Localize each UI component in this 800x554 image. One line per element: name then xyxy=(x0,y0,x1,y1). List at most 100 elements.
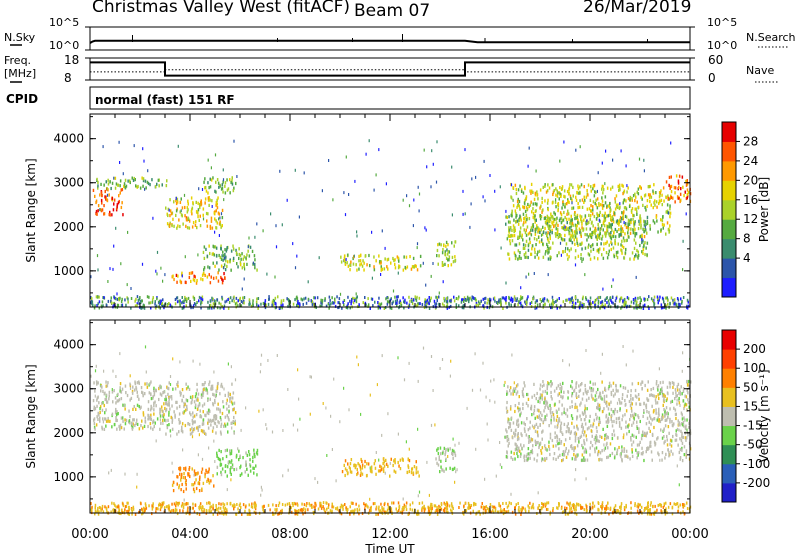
velocity-panel-cell xyxy=(216,454,218,458)
power-panel-cell xyxy=(615,194,618,198)
velocity-panel-cell xyxy=(400,510,402,514)
power-panel-cell xyxy=(184,295,186,299)
power-panel-cell xyxy=(220,275,222,280)
velocity-panel-cell xyxy=(593,504,596,508)
velocity-panel-cell xyxy=(343,463,345,467)
velocity-panel-cells xyxy=(90,345,692,516)
velocity-panel-cell xyxy=(428,506,431,510)
velocity-panel-cell xyxy=(589,380,592,384)
power-panel-cell xyxy=(320,301,322,305)
velocity-panel-cell xyxy=(215,417,218,421)
power-panel-cell xyxy=(639,185,641,189)
power-panel-cell xyxy=(687,300,689,304)
power-panel-cell xyxy=(413,198,415,202)
power-panel-cell xyxy=(614,242,617,246)
velocity-panel-cell xyxy=(244,509,246,513)
power-panel-cell xyxy=(342,300,344,304)
power-panel-cell xyxy=(612,158,614,162)
power-panel-cell xyxy=(199,205,201,210)
power-panel-cell xyxy=(597,222,599,227)
power-panel-cell xyxy=(666,221,669,225)
power-panel-cell xyxy=(582,295,584,299)
velocity-panel-cell xyxy=(183,405,185,409)
power-panel-cell xyxy=(581,198,584,202)
power-panel-cell xyxy=(635,304,637,308)
velocity-panel-cell xyxy=(248,508,250,512)
power-panel-cell xyxy=(355,263,357,267)
power-panel-cell xyxy=(510,226,512,230)
velocity-panel-cell xyxy=(364,465,366,469)
power-panel-cell xyxy=(160,299,162,303)
power-panel-cell xyxy=(138,301,140,305)
power-panel-cell xyxy=(667,196,669,200)
velocity-panel-cell xyxy=(237,507,239,511)
velocity-panel-cell xyxy=(584,422,587,426)
power-panel-cell xyxy=(455,303,458,307)
velocity-panel-cell xyxy=(293,501,295,505)
velocity-panel-cell xyxy=(685,395,688,399)
power-panel-cell xyxy=(537,197,539,201)
power-panel-cell xyxy=(562,218,565,222)
power-panel-cell xyxy=(568,238,571,242)
power-panel-cell xyxy=(199,224,202,228)
velocity-panel-cell xyxy=(485,505,488,509)
nave-tick-low: 0 xyxy=(708,71,716,85)
power-panel-cell xyxy=(560,187,563,191)
velocity-panel-cell xyxy=(379,509,382,513)
power-panel-cell xyxy=(328,306,330,310)
power-panel-cell xyxy=(302,302,304,306)
power-panel-cell xyxy=(313,303,315,306)
power-panel-cell xyxy=(679,304,681,308)
power-panel-cell xyxy=(632,298,635,301)
velocity-panel-cell xyxy=(443,469,445,473)
power-panel-cell xyxy=(263,301,266,305)
velocity-panel-cell xyxy=(153,408,155,412)
power-panel-cell xyxy=(214,264,216,268)
velocity-panel-cell xyxy=(378,505,380,509)
velocity-panel-cell xyxy=(649,429,651,433)
velocity-panel-cell xyxy=(202,422,205,426)
velocity-panel-cell xyxy=(607,501,609,505)
velocity-panel-cell xyxy=(241,512,243,516)
velocity-panel-cell xyxy=(589,502,591,506)
power-panel-cell xyxy=(195,200,197,204)
velocity-panel-cell xyxy=(569,504,571,508)
velocity-panel-cell xyxy=(219,410,221,414)
power-panel-cell xyxy=(623,239,625,243)
velocity-panel-cell xyxy=(623,449,625,453)
velocity-panel-cell xyxy=(189,432,192,436)
power-panel-cell xyxy=(188,219,191,223)
power-panel-cell xyxy=(530,226,533,230)
power-panel-cell xyxy=(608,232,610,236)
power-panel-cell xyxy=(612,234,615,239)
power-panel-cell xyxy=(149,301,152,305)
power-panel-cell xyxy=(523,253,526,257)
power-panel-cell xyxy=(590,209,592,213)
velocity-panel-cell xyxy=(154,421,156,425)
power-panel-cell xyxy=(453,244,455,248)
power-panel-cell xyxy=(179,279,181,283)
velocity-panel-cell xyxy=(348,465,351,469)
power-panel-cell xyxy=(677,179,680,183)
velocity-panel-cell xyxy=(235,512,238,516)
power-panel-cell xyxy=(356,230,358,234)
power-panel-cell xyxy=(386,265,388,269)
power-panel-cell xyxy=(422,261,424,265)
velocity-panel-cell xyxy=(125,418,128,422)
power-panel-cell xyxy=(210,216,213,220)
power-panel-cell xyxy=(610,223,612,227)
velocity-panel-cell xyxy=(94,503,97,507)
power-panel-cell xyxy=(142,179,145,183)
power-panel-cell xyxy=(536,303,539,307)
velocity-panel-cell xyxy=(650,512,653,516)
power-panel-cell xyxy=(243,255,245,259)
velocity-panel-cell xyxy=(147,413,149,417)
nsky-line xyxy=(89,39,690,44)
power-panel-cell xyxy=(256,222,258,226)
velocity-panel-cell xyxy=(683,445,686,449)
power-panel-cell xyxy=(589,198,592,202)
power-panel-cell xyxy=(587,193,589,197)
power-panel-cell xyxy=(656,295,659,299)
velocity-panel-cell xyxy=(107,416,109,421)
power-panel-cell xyxy=(648,185,650,189)
